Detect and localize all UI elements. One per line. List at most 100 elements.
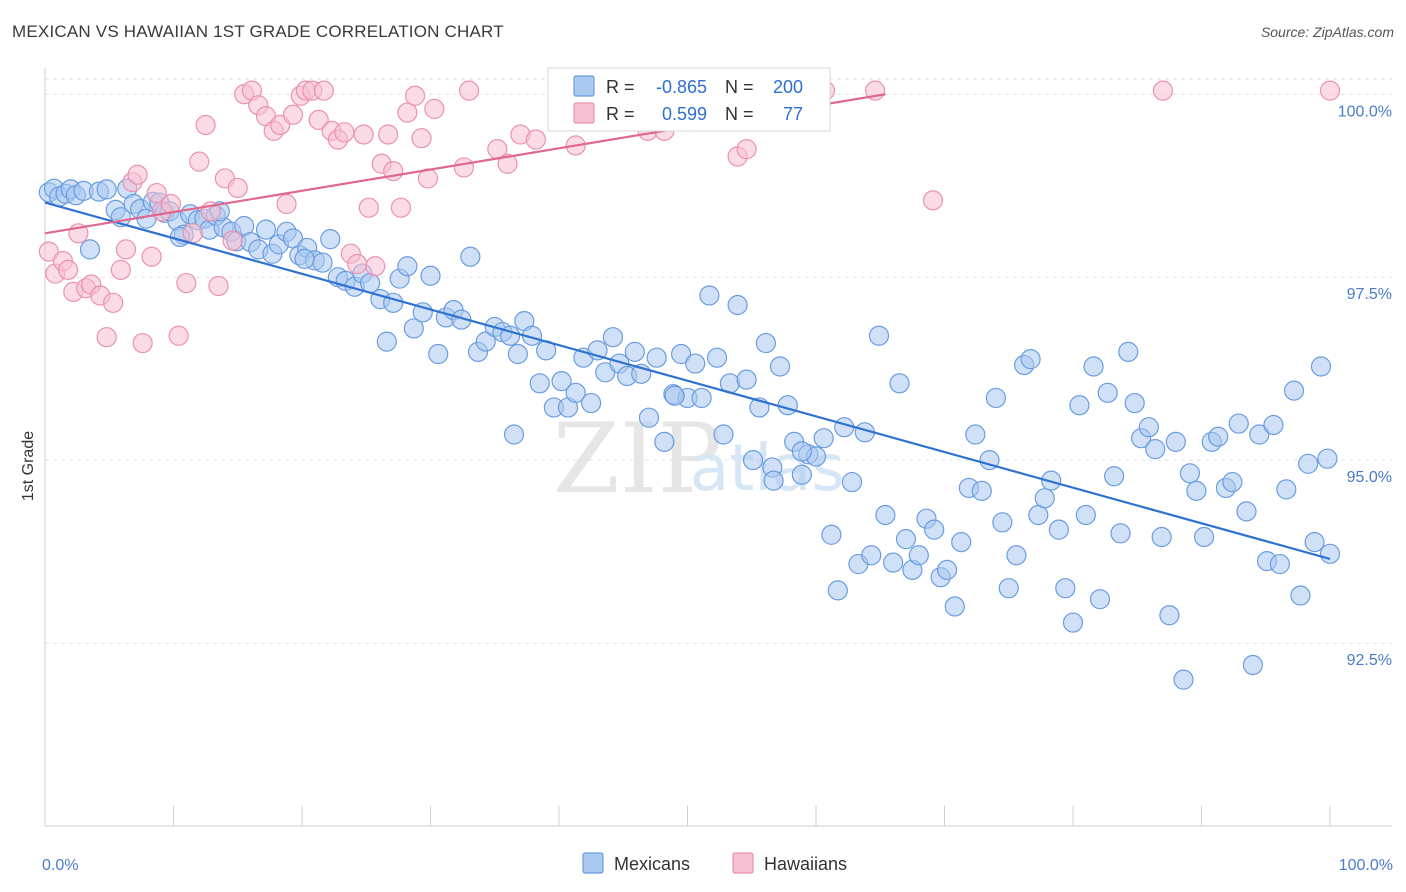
hawaiians-point	[103, 292, 124, 313]
source-label: Source: ZipAtlas.com	[1260, 24, 1394, 40]
hawaiians-point	[96, 327, 117, 348]
hawaiians-point	[736, 139, 757, 160]
mexicans-point	[1298, 453, 1319, 474]
hawaiians-point	[453, 157, 475, 178]
correlation-legend: R = -0.865 N = 200 R = 0.599 N = 77	[547, 67, 831, 132]
hawaiians-point	[922, 190, 944, 211]
mexicans-point	[664, 385, 685, 406]
mexicans-point	[965, 424, 986, 445]
mexicans-point	[1151, 526, 1172, 548]
y-tick-label: 95.0%	[1347, 469, 1392, 486]
mexicans-point	[475, 331, 496, 352]
mexicans-point	[565, 382, 586, 403]
hawaiians-point	[377, 124, 399, 145]
mexicans-point	[889, 373, 910, 394]
mexicans-point	[360, 272, 381, 294]
mexicans-point	[736, 369, 757, 390]
bottom-legend-mexicans: Mexicans	[614, 854, 690, 874]
mexicans-point	[1048, 519, 1069, 540]
legend-mexicans-r-label: R =	[606, 77, 635, 97]
watermark-zip: ZIP	[553, 403, 722, 515]
y-axis-title: 1st Grade	[20, 431, 37, 501]
hawaiians-point	[424, 98, 445, 120]
mexicans-point	[602, 327, 624, 348]
mexicans-point	[791, 464, 812, 485]
hawaiians-point	[397, 102, 418, 123]
mexicans-point	[706, 347, 728, 368]
mexicans-point	[841, 471, 863, 493]
hawaiians-point	[458, 80, 480, 101]
mexicans-point	[397, 256, 418, 277]
mexicans-point	[1089, 589, 1111, 610]
hawaiians-point	[115, 239, 137, 260]
mexicans-point	[1283, 380, 1305, 401]
mexicans-point	[1228, 413, 1249, 434]
hawaiians-point	[38, 241, 59, 262]
mexicans-point	[1269, 553, 1290, 575]
mexicans-point	[428, 343, 449, 365]
mexicans-point	[727, 294, 748, 316]
hawaiians-point	[282, 104, 304, 125]
mexicans-point	[924, 519, 945, 540]
hawaiians-point	[497, 153, 518, 174]
y-tick-label: 100.0%	[1338, 103, 1392, 120]
mexicans-point	[1020, 349, 1041, 370]
hawaiians-point	[182, 223, 203, 244]
mexicans-point	[1028, 504, 1049, 526]
legend-hawaiians-r-value: 0.599	[662, 104, 707, 124]
mexicans-point	[507, 343, 528, 365]
hawaiians-point	[110, 259, 131, 280]
x-tick-labels: 0.0% 100.0%	[42, 857, 1393, 874]
hawaiians-point	[411, 128, 432, 149]
mexicans-point	[755, 332, 776, 354]
mexicans-point	[1145, 439, 1166, 460]
x-tick-label-max: 100.0%	[1339, 857, 1393, 874]
mexicans-point	[1097, 382, 1118, 403]
mexicans-point	[861, 545, 882, 566]
legend-mexicans-n-label: N =	[725, 77, 754, 97]
mexicans-point	[813, 428, 834, 449]
legend-mexicans-r-value: -0.865	[656, 77, 707, 97]
mexicans-point	[882, 552, 904, 573]
mexicans-point	[1104, 466, 1125, 487]
mexicans-point	[985, 387, 1007, 409]
mexicans-point	[403, 318, 424, 339]
hawaiians-point	[308, 109, 329, 130]
mexicans-point	[998, 578, 1019, 599]
hawaiians-point	[132, 332, 153, 354]
mexicans-point	[1110, 523, 1131, 544]
legend-hawaiians-swatch	[573, 102, 595, 124]
mexicans-point	[763, 470, 784, 491]
chart-title: MEXICAN VS HAWAIIAN 1ST GRADE CORRELATIO…	[12, 22, 504, 41]
mexicans-point	[312, 252, 333, 273]
y-tick-labels: 92.5% 95.0% 97.5% 100.0%	[1338, 103, 1392, 669]
mexicans-point	[777, 395, 798, 416]
mexicans-point	[1006, 545, 1027, 566]
mexicans-point	[1069, 395, 1090, 416]
mexicans-point	[875, 504, 896, 526]
legend-mexicans-swatch	[573, 75, 595, 97]
hawaiians-point	[353, 124, 374, 145]
mexicans-point	[1310, 356, 1332, 377]
mexicans-point	[1242, 654, 1264, 676]
x-tick-label-min: 0.0%	[42, 857, 78, 874]
hawaiians-point	[141, 246, 162, 267]
hawaiians-point	[347, 253, 368, 275]
mexicans-point	[503, 424, 525, 445]
mexicans-point	[742, 450, 764, 471]
mexicans-point	[1222, 471, 1243, 493]
legend-mexicans-n-value: 200	[773, 77, 803, 97]
mexicans-point	[1138, 417, 1159, 438]
mexicans-point	[96, 179, 117, 200]
bottom-legend-hawaiians: Hawaiians	[764, 854, 847, 874]
mexicans-point	[944, 596, 965, 617]
mexicans-point	[460, 246, 481, 267]
mexicans-point	[1165, 431, 1186, 452]
mexicans-point	[529, 373, 550, 394]
hawaiians-point	[525, 129, 546, 150]
hawaiians-point	[168, 325, 189, 346]
mexicans-point	[294, 248, 315, 270]
mexicans-point	[1179, 463, 1201, 484]
mexicans-point	[1083, 356, 1104, 377]
hawaiians-point	[276, 193, 297, 215]
